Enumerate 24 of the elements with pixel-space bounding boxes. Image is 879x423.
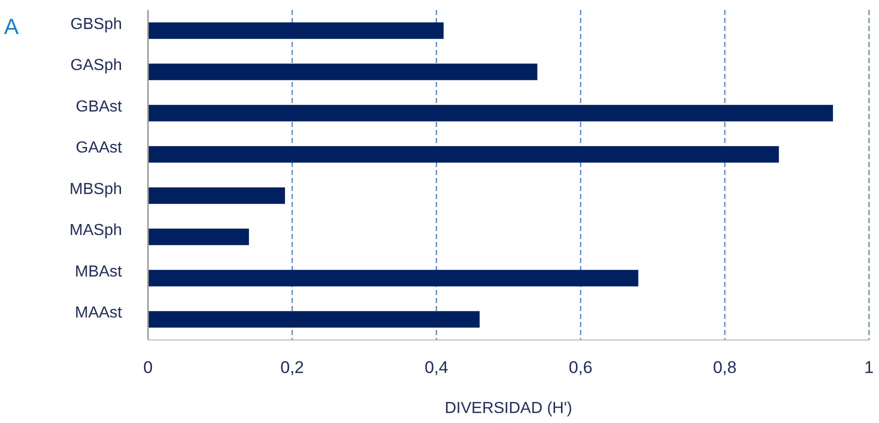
bar bbox=[148, 270, 638, 286]
x-tick-label: 0 bbox=[143, 358, 153, 377]
x-tick-label: 0,4 bbox=[424, 358, 448, 377]
x-tick-label: 1 bbox=[864, 358, 874, 377]
bar bbox=[148, 64, 538, 80]
y-tick-label: MBAst bbox=[74, 263, 123, 280]
text: A bbox=[4, 14, 19, 39]
x-axis-title: DIVERSIDAD (H') bbox=[444, 400, 572, 417]
y-tick-label: GAAst bbox=[76, 140, 123, 157]
y-tick-label: GASph bbox=[70, 57, 122, 74]
y-tick-label: MBSph bbox=[70, 180, 122, 198]
bar bbox=[148, 22, 444, 39]
bar bbox=[148, 311, 480, 328]
bar bbox=[148, 187, 285, 204]
x-tick-label: 0,8 bbox=[712, 358, 737, 377]
bar bbox=[148, 104, 833, 122]
bar bbox=[148, 146, 779, 163]
y-tick-label: MAAst bbox=[74, 304, 123, 322]
y-tick-label: MASph bbox=[70, 222, 122, 240]
x-tick-label: 0,2 bbox=[280, 358, 304, 377]
bar bbox=[148, 228, 249, 246]
y-tick-label: GBAst bbox=[76, 98, 123, 116]
y-tick-label: GBSph bbox=[70, 16, 122, 33]
x-tick-label: 0,6 bbox=[568, 358, 592, 377]
